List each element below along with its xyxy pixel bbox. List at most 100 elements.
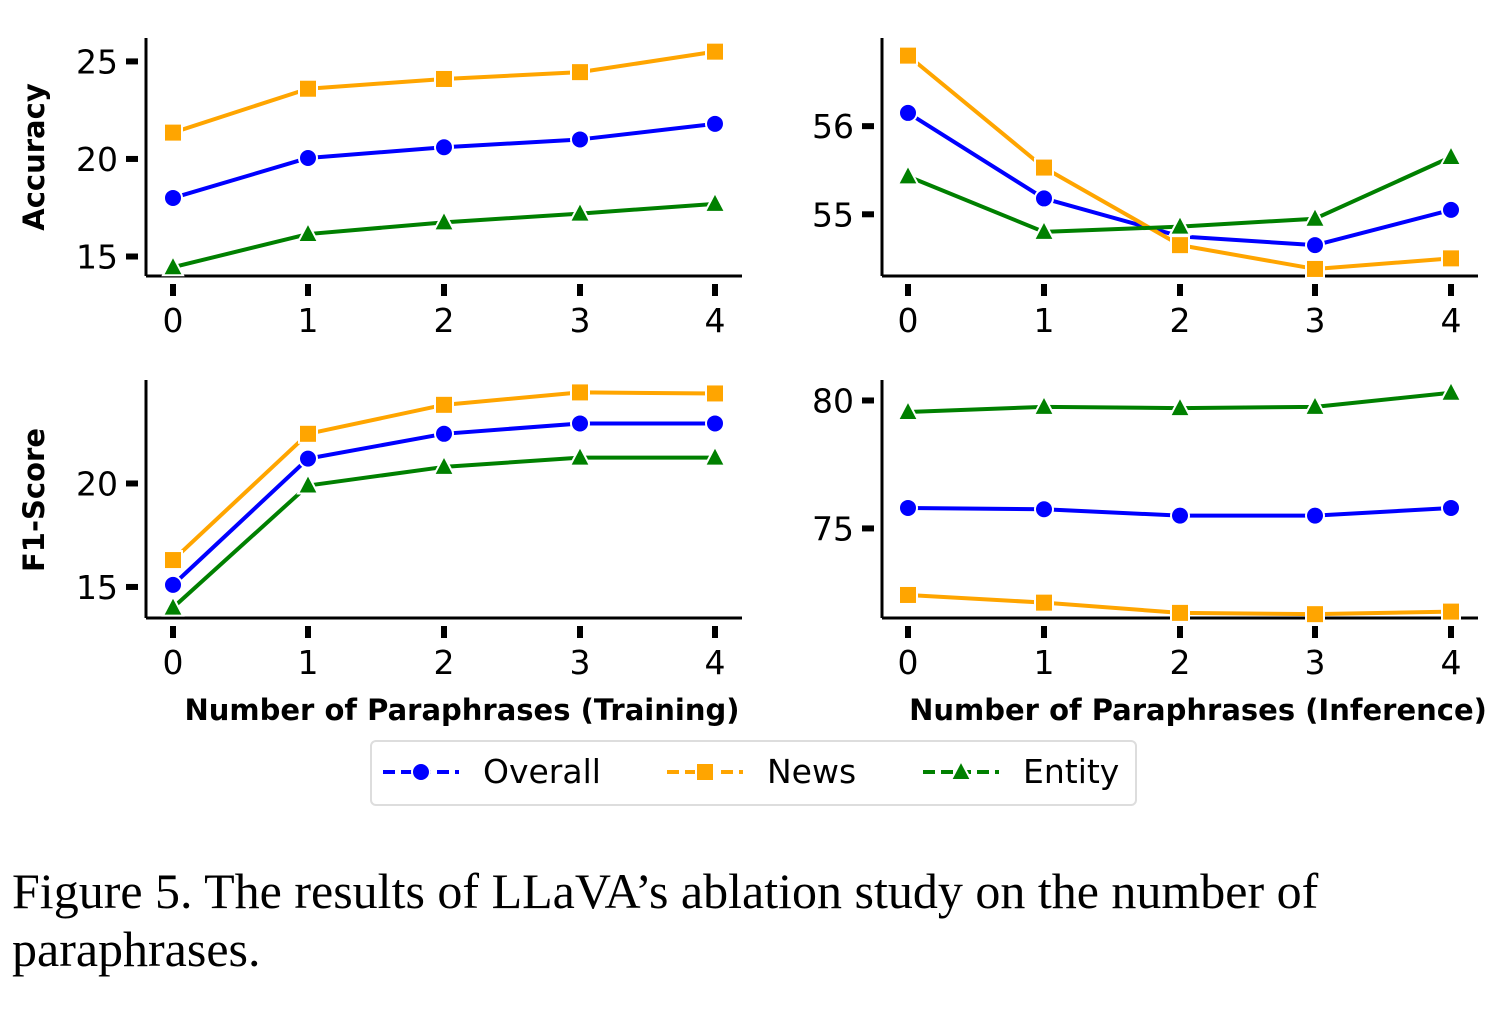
chart-panel-acc-train: 15 20 25 0 1 2 3 4 Accuracy <box>17 38 742 340</box>
data-point <box>703 444 727 467</box>
data-point <box>163 550 183 571</box>
data-point <box>1170 505 1190 526</box>
series-news <box>898 584 1461 625</box>
data-point <box>570 62 590 83</box>
y-tick-label: 80 <box>812 381 854 420</box>
x-tick-label: 0 <box>898 301 919 340</box>
data-point <box>705 113 725 134</box>
data-point <box>570 129 590 150</box>
y-axis-label: Accuracy <box>17 83 51 231</box>
data-point <box>434 394 454 415</box>
series-line <box>171 455 715 610</box>
data-point <box>161 594 185 617</box>
x-tick-label: 3 <box>1305 643 1326 682</box>
x-tick-label: 4 <box>1441 301 1462 340</box>
data-point <box>1034 157 1054 178</box>
series-entity <box>161 444 727 617</box>
data-point <box>568 200 592 223</box>
data-point <box>1439 143 1463 166</box>
x-axis-label: Number of Paraphrases (Inference) <box>909 693 1487 727</box>
legend-marker <box>949 758 973 781</box>
series-line <box>172 121 716 200</box>
data-point <box>1305 258 1325 279</box>
y-axis-label: F1-Score <box>17 428 51 572</box>
data-point <box>1441 601 1461 622</box>
data-point <box>1303 393 1327 416</box>
data-point <box>1034 188 1054 209</box>
legend: Overall News Entity <box>370 740 1137 806</box>
data-point <box>1305 604 1325 625</box>
data-point <box>705 383 725 404</box>
data-point <box>1305 505 1325 526</box>
x-tick-label: 3 <box>570 301 591 340</box>
x-tick-label: 3 <box>1305 301 1326 340</box>
x-tick-label: 1 <box>298 643 319 682</box>
data-point <box>898 497 918 518</box>
series-news <box>898 45 1461 279</box>
series-overall <box>898 497 1461 526</box>
x-tick-label: 4 <box>705 643 726 682</box>
legend-label: Overall <box>483 752 601 791</box>
series-line <box>171 421 715 587</box>
x-tick-label: 2 <box>434 643 455 682</box>
data-point <box>1034 499 1054 520</box>
data-point <box>1170 602 1190 623</box>
data-point <box>163 574 183 595</box>
y-tick-label: 15 <box>76 568 118 607</box>
chart-panel-f1-infer: 75 80 0 1 2 3 4 Number of Paraphrases (Inferenc… <box>812 379 1487 727</box>
data-point <box>896 163 920 186</box>
y-tick-label: 75 <box>812 509 854 548</box>
data-point <box>434 137 454 158</box>
x-tick-label: 2 <box>1170 301 1191 340</box>
data-point <box>568 444 592 467</box>
data-point <box>432 209 456 232</box>
data-point <box>898 102 918 123</box>
data-point <box>161 254 185 277</box>
data-point <box>898 584 918 605</box>
data-point <box>1303 205 1327 228</box>
y-tick-label: 25 <box>76 42 118 81</box>
x-tick-label: 0 <box>163 643 184 682</box>
series-entity <box>161 190 727 277</box>
data-point <box>434 423 454 444</box>
data-point <box>705 41 725 62</box>
data-point <box>298 423 318 444</box>
legend-marker <box>411 762 431 782</box>
series-entity <box>896 143 1463 241</box>
x-tick-label: 1 <box>298 301 319 340</box>
legend-label: News <box>767 752 856 791</box>
x-tick-label: 3 <box>570 643 591 682</box>
data-point <box>1032 393 1056 416</box>
data-point <box>296 220 320 244</box>
x-tick-label: 2 <box>1170 643 1191 682</box>
data-point <box>1441 497 1461 518</box>
legend-item-news: News <box>667 752 856 791</box>
series-news <box>163 382 725 571</box>
data-point <box>705 413 725 434</box>
x-tick-label: 1 <box>1034 643 1055 682</box>
y-tick-label: 55 <box>812 195 854 234</box>
x-tick-label: 1 <box>1034 301 1055 340</box>
y-tick-label: 15 <box>76 237 118 276</box>
data-point <box>298 448 318 469</box>
legend-item-overall: Overall <box>383 752 601 791</box>
data-point <box>298 147 318 168</box>
data-point <box>1170 235 1190 256</box>
x-tick-label: 2 <box>434 301 455 340</box>
data-point <box>1168 395 1192 418</box>
data-point <box>1441 248 1461 269</box>
chart-panel-f1-train: 15 20 0 1 2 3 4 F1-Score Number of Paraphrases (… <box>17 380 742 727</box>
data-point <box>1305 235 1325 256</box>
series-news <box>163 41 725 143</box>
data-point <box>570 413 590 434</box>
y-tick-label: 20 <box>76 140 118 179</box>
x-tick-label: 4 <box>705 301 726 340</box>
y-tick-label: 56 <box>812 107 854 146</box>
data-point <box>703 190 727 213</box>
legend-label: Entity <box>1023 752 1119 791</box>
legend-marker <box>695 762 715 782</box>
data-point <box>434 68 454 89</box>
x-axis-label: Number of Paraphrases (Training) <box>185 693 740 727</box>
x-tick-label: 0 <box>898 643 919 682</box>
